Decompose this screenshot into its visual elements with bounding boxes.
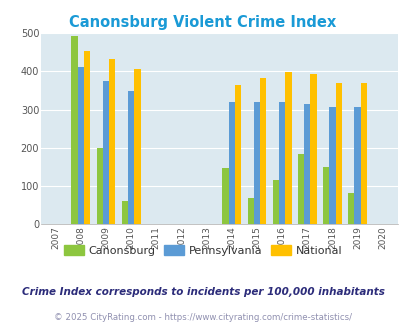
Bar bbox=[328, 107, 335, 224]
Bar bbox=[278, 102, 285, 224]
Bar bbox=[228, 102, 234, 224]
Bar bbox=[360, 83, 366, 224]
Bar bbox=[253, 102, 260, 224]
Bar bbox=[272, 181, 278, 224]
Bar bbox=[71, 36, 77, 224]
Bar bbox=[222, 168, 228, 224]
Bar bbox=[128, 91, 134, 224]
Bar bbox=[297, 154, 303, 224]
Bar bbox=[247, 198, 253, 224]
Bar bbox=[234, 85, 241, 224]
Bar bbox=[303, 104, 310, 224]
Bar bbox=[134, 69, 140, 224]
Bar bbox=[322, 167, 328, 224]
Bar bbox=[354, 107, 360, 224]
Bar bbox=[310, 74, 316, 224]
Legend: Canonsburg, Pennsylvania, National: Canonsburg, Pennsylvania, National bbox=[59, 241, 346, 260]
Text: Crime Index corresponds to incidents per 100,000 inhabitants: Crime Index corresponds to incidents per… bbox=[21, 287, 384, 297]
Text: Canonsburg Violent Crime Index: Canonsburg Violent Crime Index bbox=[69, 15, 336, 30]
Bar bbox=[335, 83, 341, 224]
Bar bbox=[260, 78, 266, 224]
Bar bbox=[109, 59, 115, 224]
Text: © 2025 CityRating.com - https://www.cityrating.com/crime-statistics/: © 2025 CityRating.com - https://www.city… bbox=[54, 313, 351, 322]
Bar bbox=[347, 193, 354, 224]
Bar bbox=[102, 81, 109, 224]
Bar bbox=[96, 148, 102, 224]
Bar bbox=[122, 201, 128, 224]
Bar bbox=[77, 67, 84, 224]
Bar bbox=[285, 72, 291, 224]
Bar bbox=[84, 51, 90, 224]
